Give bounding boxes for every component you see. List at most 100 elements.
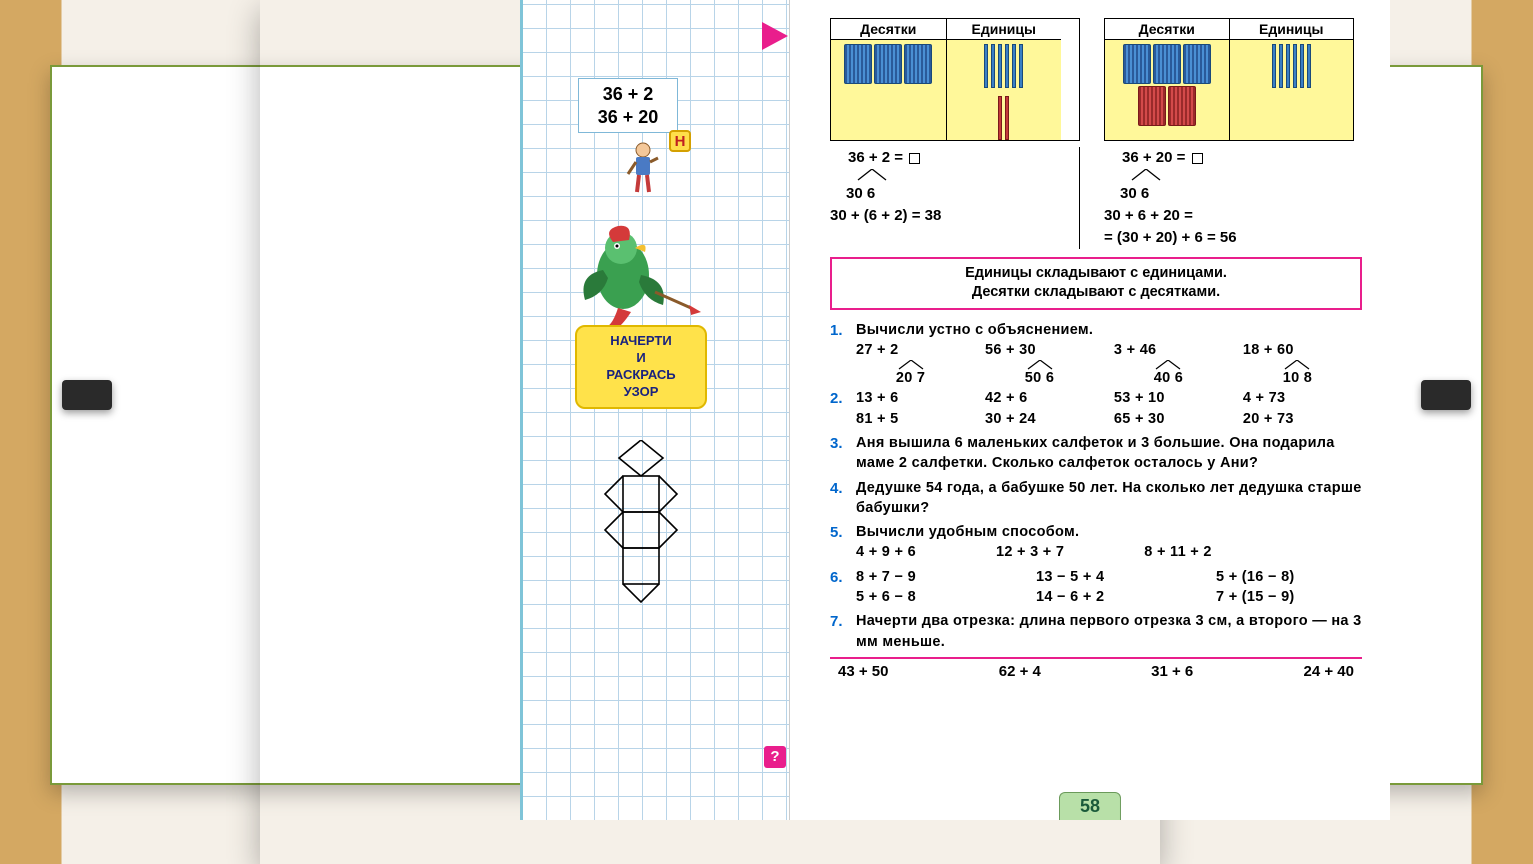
- parrot-icon: [563, 220, 713, 330]
- place-table-2: Десятки Единицы: [1104, 18, 1354, 141]
- task-3-text: Аня вышила 6 маленьких салфеток и 3 боль…: [856, 433, 1362, 474]
- expression: 8 + 7 − 9: [856, 567, 976, 587]
- rule-line-2: Десятки складывают с десятками.: [842, 283, 1350, 303]
- answer-box-icon: [909, 153, 920, 164]
- expression: 4 + 73: [1243, 388, 1352, 408]
- split-lines-icon: [1126, 169, 1166, 181]
- task-num: 6.: [830, 567, 856, 608]
- task-1: 1. Вычисли устно с объяснением. 27 + 256…: [830, 320, 1362, 385]
- task-1-expressions: 27 + 2 56 + 30 3 + 46 18 + 60: [856, 340, 1362, 360]
- expression: 62 + 4: [999, 663, 1041, 680]
- task-7: 7. Начерти два отрезка: длина первого от…: [830, 611, 1362, 652]
- expression: 5 + (16 − 8): [1216, 567, 1336, 587]
- task-1-title: Вычисли устно с объяснением.: [856, 320, 1362, 340]
- we1-split: 30 6: [830, 183, 1061, 205]
- split-lines-icon: [852, 169, 892, 181]
- task-6-row2: 5 + 6 − 8 14 − 6 + 2 7 + (15 − 9): [856, 587, 1362, 607]
- expression: 53 + 10: [1114, 388, 1223, 408]
- yellow-instruction-label: НАЧЕРТИ И РАСКРАСЬ УЗОР: [575, 325, 707, 409]
- task-1-splits: 20 750 640 610 8: [856, 360, 1362, 384]
- expression: 43 + 50: [838, 663, 888, 680]
- place-value-diagrams: Десятки Единицы Десятки Единицы: [830, 18, 1362, 141]
- rule-line-1: Единицы складывают с единицами.: [842, 264, 1350, 284]
- expression: 56 + 30: [985, 340, 1094, 360]
- expression: 65 + 30: [1114, 409, 1223, 429]
- expression: 5 + 6 − 8: [856, 587, 976, 607]
- expression: 3 + 46: [1114, 340, 1223, 360]
- expression: 14 − 6 + 2: [1036, 587, 1156, 607]
- n-badge: Н: [669, 130, 691, 152]
- task-5-expressions: 4 + 9 + 6 12 + 3 + 7 8 + 11 + 2: [856, 542, 1362, 562]
- binder-clip-right: [1421, 380, 1471, 410]
- boy-icon: [623, 140, 663, 195]
- expression: 30 + 24: [985, 409, 1094, 429]
- expression: 8 + 11 + 2: [1144, 542, 1212, 562]
- task-num: 3.: [830, 433, 856, 474]
- task-6-row1: 8 + 7 − 9 13 − 5 + 4 5 + (16 − 8): [856, 567, 1362, 587]
- expression: 24 + 40: [1304, 663, 1354, 680]
- worked-examples: 36 + 2 = 30 6 30 + (6 + 2) = 38 36 + 20 …: [830, 147, 1362, 249]
- expression: 27 + 2: [856, 340, 965, 360]
- we1-l3: 30 + (6 + 2) = 38: [830, 205, 1061, 227]
- header-tens: Десятки: [1105, 19, 1230, 39]
- split-pair: 10 8: [1243, 360, 1352, 384]
- expression: 81 + 5: [856, 409, 965, 429]
- task-num: 5.: [830, 522, 856, 563]
- expression: 18 + 60: [1243, 340, 1352, 360]
- task-4-text: Дедушке 54 года, а бабушке 50 лет. На ск…: [856, 478, 1362, 519]
- expression: 20 + 73: [1243, 409, 1352, 429]
- task-4: 4. Дедушке 54 года, а бабушке 50 лет. На…: [830, 478, 1362, 519]
- binder-clip-left: [62, 380, 112, 410]
- pink-arrow-icon: [762, 22, 788, 50]
- task-7-text: Начерти два отрезка: длина первого отрез…: [856, 611, 1362, 652]
- expression: 12 + 3 + 7: [996, 542, 1064, 562]
- eq-line-2: 36 + 20: [587, 106, 669, 129]
- worked-example-1: 36 + 2 = 30 6 30 + (6 + 2) = 38: [830, 147, 1080, 249]
- expression: 4 + 9 + 6: [856, 542, 916, 562]
- split-pair: 50 6: [985, 360, 1094, 384]
- pink-divider: [830, 657, 1362, 659]
- answer-box-icon: [1192, 153, 1203, 164]
- expression: 7 + (15 − 9): [1216, 587, 1336, 607]
- yl-line: РАСКРАСЬ: [581, 367, 701, 384]
- header-ones: Единицы: [1230, 19, 1354, 39]
- yl-line: НАЧЕРТИ: [581, 333, 701, 350]
- header-ones: Единицы: [947, 19, 1062, 39]
- task-5-title: Вычисли удобным способом.: [856, 522, 1362, 542]
- left-page: 36 + 2 36 + 20 Н: [520, 0, 790, 820]
- page-number: 58: [1059, 792, 1121, 820]
- question-mark-icon: ?: [764, 746, 786, 768]
- task-num: 4.: [830, 478, 856, 519]
- we2-l4: = (30 + 20) + 6 = 56: [1104, 227, 1354, 249]
- yl-line: И: [581, 350, 701, 367]
- yl-line: УЗОР: [581, 384, 701, 401]
- equation-box: 36 + 2 36 + 20: [578, 78, 678, 133]
- place-table-1: Десятки Единицы: [830, 18, 1080, 141]
- task-6: 6. 8 + 7 − 9 13 − 5 + 4 5 + (16 − 8) 5 + 6…: [830, 567, 1362, 608]
- expression: 13 + 6: [856, 388, 965, 408]
- we1-l1: 36 + 2 =: [848, 149, 907, 166]
- task-2-row2: 81 + 5 30 + 24 65 + 30 20 + 73: [856, 409, 1362, 429]
- right-page: Десятки Единицы Десятки Единицы 36 + 2 =: [790, 0, 1390, 820]
- task-num: 7.: [830, 611, 856, 652]
- pattern-outline: [601, 440, 681, 610]
- we2-split: 30 6: [1104, 183, 1354, 205]
- book-spread: 36 + 2 36 + 20 Н: [260, 0, 1160, 864]
- we2-l3: 30 + 6 + 20 =: [1104, 205, 1354, 227]
- rule-box: Единицы складывают с единицами. Десятки …: [830, 257, 1362, 310]
- bottom-expressions: 43 + 50 62 + 4 31 + 6 24 + 40: [830, 663, 1362, 680]
- we2-l1: 36 + 20 =: [1122, 149, 1190, 166]
- split-pair: 40 6: [1114, 360, 1223, 384]
- worked-example-2: 36 + 20 = 30 6 30 + 6 + 20 = = (30 + 20)…: [1104, 147, 1354, 249]
- task-5: 5. Вычисли удобным способом. 4 + 9 + 6 12…: [830, 522, 1362, 563]
- header-tens: Десятки: [831, 19, 947, 39]
- expression: 31 + 6: [1151, 663, 1193, 680]
- task-2-row1: 13 + 6 42 + 6 53 + 10 4 + 73: [856, 388, 1362, 408]
- task-num: 2.: [830, 388, 856, 429]
- eq-line-1: 36 + 2: [587, 83, 669, 106]
- expression: 13 − 5 + 4: [1036, 567, 1156, 587]
- expression: 42 + 6: [985, 388, 1094, 408]
- task-2: 2. 13 + 6 42 + 6 53 + 10 4 + 73 81 + 5 30 + …: [830, 388, 1362, 429]
- task-3: 3. Аня вышила 6 маленьких салфеток и 3 б…: [830, 433, 1362, 474]
- boy-with-badge: Н: [613, 130, 693, 190]
